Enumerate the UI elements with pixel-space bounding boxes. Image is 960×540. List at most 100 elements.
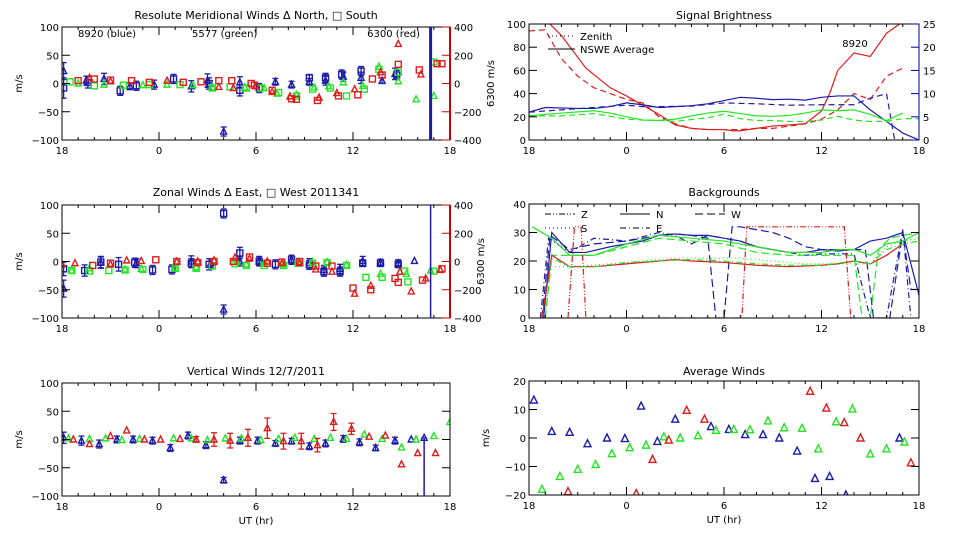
legend-label: Zenith <box>580 32 612 43</box>
y-tick-label: −50 <box>38 286 59 297</box>
data-point-triangle <box>537 483 547 493</box>
plot-area <box>529 24 919 140</box>
y-tick-label: 0 <box>53 80 59 91</box>
data-point-square <box>357 67 365 75</box>
y-tick-label: 50 <box>46 51 59 62</box>
data-point-triangle <box>365 431 374 440</box>
data-point-triangle <box>106 431 115 440</box>
data-point-square <box>62 84 68 92</box>
data-point-square <box>312 262 320 270</box>
data-point-triangle <box>706 421 716 431</box>
plot-frame <box>61 382 451 497</box>
data-point-triangle <box>681 404 692 415</box>
data-point-square <box>106 259 115 267</box>
data-point-triangle <box>219 126 228 135</box>
series-annotation: 5577 (green) <box>192 29 257 40</box>
data-point-triangle <box>187 433 196 442</box>
legend-label: W <box>731 210 741 221</box>
x-tick-label: 12 <box>347 324 360 335</box>
series-line <box>567 226 852 318</box>
data-point-triangle <box>193 256 202 265</box>
data-point-triangle <box>279 436 288 445</box>
data-point-triangle <box>245 253 254 262</box>
data-point-triangle <box>297 436 306 445</box>
data-point-triangle <box>529 394 539 404</box>
data-point-triangle <box>327 266 337 275</box>
y-tick-label: 20 <box>513 113 526 124</box>
data-point-triangle <box>445 416 450 426</box>
series-line <box>529 95 919 140</box>
data-point-square <box>66 78 74 86</box>
data-point-square <box>67 266 76 275</box>
data-point-triangle <box>70 258 80 267</box>
data-point-triangle <box>652 435 663 446</box>
data-point-square <box>132 82 141 90</box>
x-tick-label: 18 <box>56 502 69 513</box>
data-point-square <box>378 273 386 282</box>
legend-label: NSWE Average <box>580 45 654 56</box>
y-tick-label: 30 <box>513 229 526 240</box>
x-tick-label: 0 <box>156 502 162 513</box>
data-point-triangle <box>187 81 196 90</box>
data-point-triangle <box>230 252 240 261</box>
data-point-square <box>171 264 179 272</box>
right-tick-label: 15 <box>923 66 936 77</box>
data-point-square <box>145 78 154 87</box>
data-point-triangle <box>839 417 849 427</box>
data-point-triangle <box>625 442 635 452</box>
x-tick-label: 12 <box>347 146 360 157</box>
data-point-triangle <box>555 470 565 481</box>
series-line <box>529 24 901 132</box>
y-axis-label: m/s <box>14 252 25 270</box>
data-point-triangle <box>647 453 658 464</box>
data-point-square <box>121 266 129 274</box>
x-tick-label: 12 <box>815 324 828 335</box>
data-point-triangle <box>329 416 338 426</box>
data-point-triangle <box>431 447 440 457</box>
data-point-square <box>90 82 99 90</box>
data-point-square <box>292 95 301 104</box>
plot-area <box>62 38 446 137</box>
right-tick-label: −200 <box>454 286 481 297</box>
data-point-triangle <box>429 90 438 100</box>
data-point-square <box>287 95 296 103</box>
y-axis-label: m/s <box>14 74 25 92</box>
y-tick-label: −100 <box>32 136 59 147</box>
data-point-triangle <box>358 80 367 89</box>
data-point-square <box>321 74 330 82</box>
x-tick-label: 0 <box>623 501 629 512</box>
x-tick-label: 18 <box>523 146 536 157</box>
data-point-square <box>342 261 351 270</box>
data-point-square <box>305 74 314 82</box>
x-tick-label: 18 <box>56 146 69 157</box>
data-point-square <box>367 286 375 294</box>
data-point-triangle <box>219 475 228 484</box>
data-point-square <box>242 261 251 270</box>
plot-area <box>531 226 919 318</box>
data-point-triangle <box>636 400 646 410</box>
data-point-triangle <box>632 488 640 495</box>
data-point-square <box>394 60 402 68</box>
data-point-triangle <box>321 438 330 447</box>
x-tick-label: 18 <box>913 324 926 335</box>
series-line <box>529 112 919 123</box>
data-point-square <box>97 258 105 266</box>
data-point-triangle <box>810 472 820 483</box>
data-point-square <box>362 273 370 282</box>
data-point-triangle <box>410 255 419 265</box>
series-line <box>529 92 896 140</box>
data-point-square <box>74 76 82 85</box>
x-tick-label: 18 <box>913 501 926 512</box>
y-tick-label: 0 <box>53 258 59 269</box>
data-point-square <box>219 209 228 218</box>
wavelength-annotation: 8920 <box>842 39 867 50</box>
data-point-triangle <box>675 432 685 442</box>
data-point-triangle <box>547 425 557 436</box>
chart-title: Average Winds <box>683 365 765 378</box>
data-point-triangle <box>564 426 575 436</box>
data-point-square <box>308 85 317 93</box>
data-point-triangle <box>148 435 157 444</box>
data-point-triangle <box>602 432 612 442</box>
y-tick-label: −10 <box>505 463 526 474</box>
data-point-triangle <box>117 434 126 444</box>
